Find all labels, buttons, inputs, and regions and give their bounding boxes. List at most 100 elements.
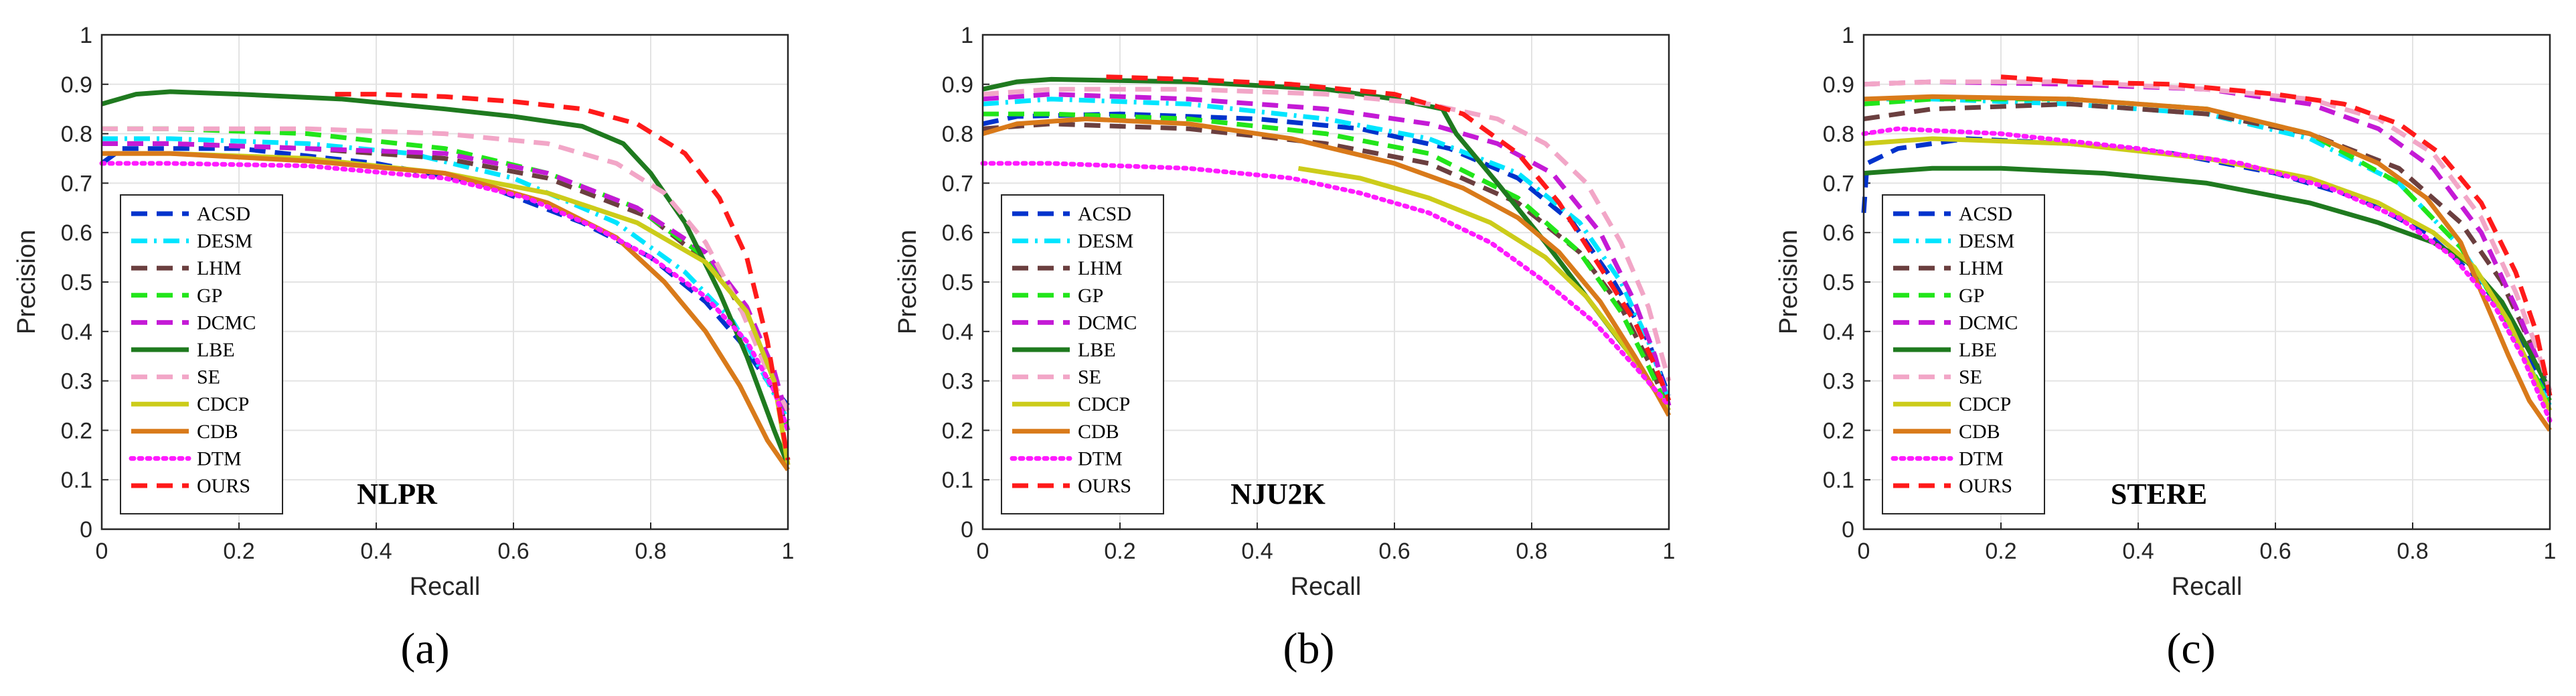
legend-label-gp: GP [197,285,222,307]
legend-label-ours: OURS [1078,475,1131,497]
x-tick-label: 1 [2544,539,2557,564]
series-line-dtm [1861,126,2553,423]
dataset-label: NLPR [357,478,438,510]
series-line-dtm [980,161,1672,408]
y-tick-label: 0.5 [61,270,92,295]
y-tick-label: 1 [1842,23,1854,48]
legend-label-dtm: DTM [197,447,242,470]
x-tick-label: 1 [782,539,795,564]
x-tick-label: 0.8 [2397,539,2428,564]
axes-frame [981,33,1670,531]
legend-label-desm: DESM [1959,230,2014,253]
legend-label-se: SE [1959,366,1982,389]
legend-label-acsd: ACSD [1959,203,2012,225]
axes-frame [1862,33,2551,531]
legend-label-lhm: LHM [1959,257,2004,279]
legend-label-cdb: CDB [197,421,238,443]
x-tick-label: 0.8 [1516,539,1547,564]
legend-label-dcmc: DCMC [197,311,256,334]
legend: ACSD DESM LHM GP DCMC LBE SE CDCP CDB DTM OURS [1001,194,1164,514]
y-tick-label: 0.1 [942,468,973,493]
y-tick-label: 0.3 [942,369,973,395]
legend-label-cdb: CDB [1078,421,1119,443]
y-tick-label: 0.7 [942,171,973,196]
y-tick-label: 0.6 [942,220,973,246]
legend-label-ours: OURS [1959,475,2012,497]
legend-label-dcmc: DCMC [1078,311,1137,334]
chart-panel-stere: 0 0.1 0.2 0.3 0.4 0.5 0.6 0.7 0.8 0.9 1 0 0.2 0.4 0.6 0… [1775,23,2556,673]
legend: ACSD DESM LHM GP DCMC LBE SE CDCP CDB DTM OURS [120,194,283,514]
y-tick-label: 0.4 [61,320,92,345]
x-tick-label: 0.4 [360,539,392,564]
legend-label-desm: DESM [197,230,252,253]
chart-panel-nju2k: 0 0.1 0.2 0.3 0.4 0.5 0.6 0.7 0.8 0.9 1 0 0.2 0.4 0.6 0… [894,23,1675,673]
panel-label: (b) [1283,624,1335,673]
y-tick-label: 1 [961,23,973,48]
legend-label-cdcp: CDCP [197,393,249,415]
chart-panel-nlpr: 0 0.1 0.2 0.3 0.4 0.5 0.6 0.7 0.8 0.9 1 0 0.2 0.4 0.6 0… [13,23,794,673]
y-tick-label: 0.4 [1823,320,1854,345]
series-line-ours [335,92,791,461]
series-line-ours [2000,74,2553,397]
legend-label-dtm: DTM [1078,447,1123,470]
y-tick-label: 0.1 [61,468,92,493]
y-tick-label: 0.2 [942,418,973,443]
y-tick-label: 0.3 [61,369,92,395]
series-line-se [102,126,791,412]
y-tick-label: 1 [80,23,92,48]
series-line-cdb [982,117,1672,417]
legend-label-gp: GP [1959,285,1984,307]
x-axis-label: Recall [410,573,481,601]
legend-label-lbe: LBE [197,339,235,361]
y-tick-label: 0 [1842,517,1854,543]
x-tick-label: 0.6 [1378,539,1410,564]
legend-label-acsd: ACSD [1078,203,1131,225]
series-line-se [1863,79,2553,392]
y-tick-label: 0.2 [61,418,92,443]
legend-label-lbe: LBE [1959,339,1997,361]
legend-label-desm: DESM [1078,230,1133,253]
x-axis-label: Recall [2172,573,2243,601]
x-tick-label: 0.8 [635,539,666,564]
x-tick-label: 0 [96,539,108,564]
y-tick-label: 0 [961,517,973,543]
legend-label-gp: GP [1078,285,1103,307]
series-line-lhm [982,121,1672,412]
y-tick-label: 0.7 [1823,171,1854,196]
x-tick-label: 0.2 [1104,539,1135,564]
y-tick-label: 0.8 [1823,122,1854,147]
y-tick-label: 0.8 [942,122,973,147]
y-axis-label: Precision [894,230,922,334]
x-tick-label: 0 [977,539,989,564]
y-tick-label: 0.9 [1823,72,1854,98]
legend-label-cdb: CDB [1959,421,2000,443]
y-tick-label: 0.7 [61,171,92,196]
y-tick-label: 0.5 [942,270,973,295]
legend-label-cdcp: CDCP [1959,393,2011,415]
series-line-dcmc [982,92,1672,407]
y-tick-label: 0.1 [1823,468,1854,493]
x-tick-label: 0 [1858,539,1870,564]
y-tick-label: 0.9 [942,72,973,98]
series-line-cdb [1863,94,2552,432]
y-tick-label: 0 [80,517,92,543]
x-tick-label: 0.2 [1985,539,2016,564]
legend-label-lbe: LBE [1078,339,1116,361]
series-line-gp [983,111,1672,412]
y-tick-label: 0.6 [61,220,92,246]
legend-label-se: SE [1078,366,1101,389]
series-line-cdcp [1863,136,2553,412]
x-axis-label: Recall [1291,573,1362,601]
x-tick-label: 0.6 [497,539,529,564]
legend-label-dcmc: DCMC [1959,311,2018,334]
series-line-se [982,86,1672,382]
legend-label-lhm: LHM [1078,257,1123,279]
legend-label-ours: OURS [197,475,250,497]
panel-label: (a) [400,624,449,673]
y-tick-label: 0.8 [61,122,92,147]
legend-label-cdcp: CDCP [1078,393,1130,415]
legend-label-dtm: DTM [1959,447,2004,470]
legend-label-lhm: LHM [197,257,242,279]
y-tick-label: 0.2 [1823,418,1854,443]
y-tick-label: 0.4 [942,320,973,345]
